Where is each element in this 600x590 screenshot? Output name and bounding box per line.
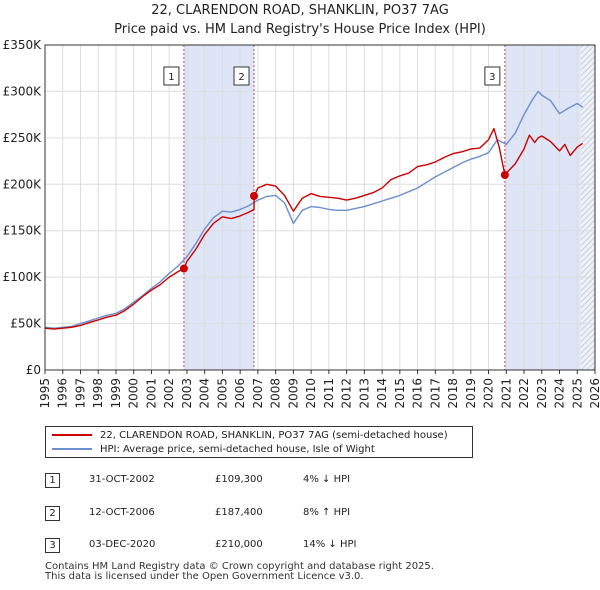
sale-box-1 (163, 66, 180, 86)
sale-date: 12-OCT-2006 (89, 507, 155, 518)
x-tick-label: 2020 (482, 378, 496, 409)
sale-date: 31-OCT-2002 (89, 474, 155, 485)
sale-box-label-3: 3 (489, 72, 495, 83)
chart-subtitle: Price paid vs. HM Land Registry's House … (114, 22, 486, 37)
x-tick-label: 2024 (553, 378, 567, 409)
x-tick-label: 2015 (393, 378, 407, 409)
footer: Contains HM Land Registry data © Crown c… (45, 562, 434, 582)
sale-price: £187,400 (215, 507, 263, 518)
x-tick-label: 2007 (251, 378, 265, 409)
footer-copyright: Contains HM Land Registry data © Crown c… (45, 561, 434, 572)
legend-swatch-hpi (52, 448, 92, 450)
x-tick-label: 2006 (233, 378, 247, 409)
sale-hpi-diff: 4% ↓ HPI (303, 474, 351, 485)
x-tick-label: 2012 (340, 378, 354, 409)
y-tick-label: £100K (3, 270, 43, 284)
x-tick-label: 2023 (535, 378, 549, 409)
y-tick-label: £250K (3, 131, 43, 145)
x-tick-label: 2009 (286, 378, 300, 409)
sale-row: 2 12-OCT-2006 £187,400 8% ↑ HPI (45, 506, 445, 523)
sale-box-2 (233, 66, 250, 86)
x-tick-label: 2010 (304, 378, 318, 409)
legend: 22, CLARENDON ROAD, SHANKLIN, PO37 7AG (… (45, 426, 473, 458)
sale-box-3 (484, 66, 501, 86)
legend-swatch-property (52, 434, 92, 436)
property-price-line (44, 127, 584, 330)
x-tick-label: 2019 (464, 378, 478, 409)
sale-hpi-diff: 14% ↓ HPI (303, 539, 357, 550)
sale-marker: 2 (45, 506, 60, 521)
sale-price: £210,000 (215, 539, 263, 550)
x-tick-label: 2004 (198, 378, 212, 409)
x-tick-label: 1998 (91, 378, 105, 409)
y-tick-label: £300K (3, 84, 43, 98)
x-tick-label: 2002 (162, 378, 176, 409)
hpi-line (44, 90, 584, 329)
legend-item-hpi: HPI: Average price, semi-detached house,… (52, 443, 375, 457)
sale-point-1 (179, 264, 188, 273)
sale-row: 1 31-OCT-2002 £109,300 4% ↓ HPI (45, 473, 445, 490)
legend-item-property: 22, CLARENDON ROAD, SHANKLIN, PO37 7AG (… (52, 429, 448, 443)
y-tick-label: £200K (3, 177, 43, 191)
x-tick-label: 2005 (215, 378, 229, 409)
y-tick-label: £350K (3, 38, 43, 52)
x-tick-label: 2016 (411, 378, 425, 409)
x-tick-label: 2013 (357, 378, 371, 409)
x-tick-label: 2021 (499, 378, 513, 409)
x-tick-label: 2014 (375, 378, 389, 409)
y-tick-label: £150K (3, 224, 43, 238)
shaded-period-1 (183, 45, 254, 370)
footer-licence: This data is licensed under the Open Gov… (45, 571, 364, 582)
plot-frame (44, 44, 596, 371)
x-tick-label: 2008 (269, 378, 283, 409)
sale-marker: 1 (45, 473, 60, 488)
x-tick-label: 2018 (446, 378, 460, 409)
y-tick-label: £50K (10, 317, 42, 331)
price-chart: 22, CLARENDON ROAD, SHANKLIN, PO37 7AG P… (3, 3, 600, 409)
legend-label-hpi: HPI: Average price, semi-detached house,… (100, 444, 375, 455)
chart-title: 22, CLARENDON ROAD, SHANKLIN, PO37 7AG (151, 3, 449, 18)
plot-area: £0 £50K £100K £150K £200K £250K £300K £350K 1995… (3, 38, 600, 409)
sale-point-3 (500, 171, 509, 179)
legend-label-property: 22, CLARENDON ROAD, SHANKLIN, PO37 7AG (… (100, 430, 448, 441)
x-tick-label: 1995 (38, 378, 52, 409)
sale-price: £109,300 (215, 474, 263, 485)
x-tick-label: 2026 (588, 378, 600, 409)
x-tick-label: 1999 (109, 378, 123, 409)
shaded-period-2 (504, 45, 581, 370)
sale-hpi-diff: 8% ↑ HPI (303, 507, 351, 518)
x-tick-label: 1997 (73, 378, 87, 409)
sale-row: 3 03-DEC-2020 £210,000 14% ↓ HPI (45, 538, 445, 555)
sale-point-2 (250, 191, 258, 200)
x-tick-label: 2011 (322, 378, 336, 409)
sale-marker: 3 (45, 538, 60, 553)
x-tick-label: 2001 (144, 378, 158, 409)
y-tick-label: £0 (26, 363, 41, 377)
sale-box-label-2: 2 (238, 72, 244, 83)
x-tick-label: 1996 (56, 378, 70, 409)
x-tick-label: 2000 (127, 378, 141, 409)
sale-date: 03-DEC-2020 (89, 539, 156, 550)
x-tick-label: 2022 (517, 378, 531, 409)
x-tick-label: 2025 (570, 378, 584, 409)
x-tick-label: 2003 (180, 378, 194, 409)
sale-box-label-1: 1 (168, 72, 174, 83)
x-tick-label: 2017 (428, 378, 442, 409)
forecast-hatch (580, 45, 595, 370)
